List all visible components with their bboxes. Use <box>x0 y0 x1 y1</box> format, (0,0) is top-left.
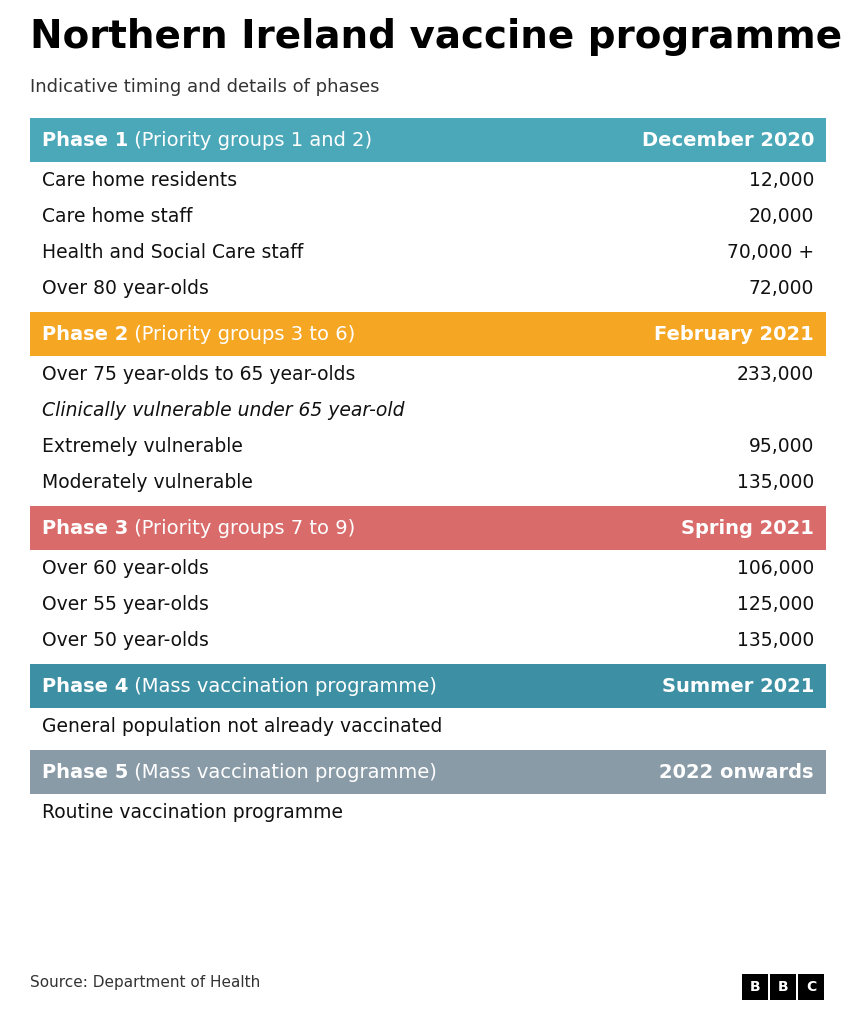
Text: Care home residents: Care home residents <box>42 171 237 189</box>
Text: (Mass vaccination programme): (Mass vaccination programme) <box>128 763 437 781</box>
Text: 106,000: 106,000 <box>737 558 814 578</box>
Text: 20,000: 20,000 <box>749 207 814 225</box>
Text: Summer 2021: Summer 2021 <box>662 677 814 695</box>
Bar <box>30 750 826 794</box>
Text: Over 75 year-olds to 65 year-olds: Over 75 year-olds to 65 year-olds <box>42 365 355 384</box>
Bar <box>770 974 796 1000</box>
Text: Health and Social Care staff: Health and Social Care staff <box>42 243 303 261</box>
Text: Over 55 year-olds: Over 55 year-olds <box>42 595 209 613</box>
Text: (Priority groups 3 to 6): (Priority groups 3 to 6) <box>128 325 355 343</box>
Text: B: B <box>750 980 760 994</box>
Text: Indicative timing and details of phases: Indicative timing and details of phases <box>30 78 379 96</box>
Text: Over 80 year-olds: Over 80 year-olds <box>42 279 209 298</box>
Text: Over 60 year-olds: Over 60 year-olds <box>42 558 209 578</box>
Text: General population not already vaccinated: General population not already vaccinate… <box>42 717 443 735</box>
Text: Phase 3: Phase 3 <box>42 518 128 538</box>
Text: 70,000 +: 70,000 + <box>727 243 814 261</box>
Text: Moderately vulnerable: Moderately vulnerable <box>42 472 253 492</box>
Text: 233,000: 233,000 <box>737 365 814 384</box>
Text: Phase 5: Phase 5 <box>42 763 128 781</box>
Text: 125,000: 125,000 <box>737 595 814 613</box>
Text: Extremely vulnerable: Extremely vulnerable <box>42 436 243 456</box>
Text: Routine vaccination programme: Routine vaccination programme <box>42 803 343 821</box>
Text: Phase 1: Phase 1 <box>42 130 128 150</box>
Text: Over 50 year-olds: Over 50 year-olds <box>42 631 209 649</box>
Text: Source: Department of Health: Source: Department of Health <box>30 975 260 990</box>
Bar <box>30 312 826 356</box>
Text: (Priority groups 7 to 9): (Priority groups 7 to 9) <box>128 518 355 538</box>
Bar <box>30 506 826 550</box>
Text: 2022 onwards: 2022 onwards <box>659 763 814 781</box>
Text: December 2020: December 2020 <box>642 130 814 150</box>
Bar <box>30 664 826 708</box>
Text: Phase 4: Phase 4 <box>42 677 128 695</box>
Text: (Priority groups 1 and 2): (Priority groups 1 and 2) <box>128 130 372 150</box>
Text: 95,000: 95,000 <box>749 436 814 456</box>
Text: February 2021: February 2021 <box>654 325 814 343</box>
Text: Phase 2: Phase 2 <box>42 325 128 343</box>
Text: Care home staff: Care home staff <box>42 207 193 225</box>
Bar <box>742 974 768 1000</box>
Text: Clinically vulnerable under 65 year-old: Clinically vulnerable under 65 year-old <box>42 400 405 420</box>
Text: 135,000: 135,000 <box>737 472 814 492</box>
Text: 12,000: 12,000 <box>749 171 814 189</box>
Text: 135,000: 135,000 <box>737 631 814 649</box>
Text: 72,000: 72,000 <box>749 279 814 298</box>
Text: B: B <box>778 980 788 994</box>
Text: C: C <box>805 980 816 994</box>
Text: Northern Ireland vaccine programme: Northern Ireland vaccine programme <box>30 18 842 56</box>
Bar <box>798 974 824 1000</box>
Text: (Mass vaccination programme): (Mass vaccination programme) <box>128 677 437 695</box>
Text: Spring 2021: Spring 2021 <box>681 518 814 538</box>
Bar <box>30 118 826 162</box>
